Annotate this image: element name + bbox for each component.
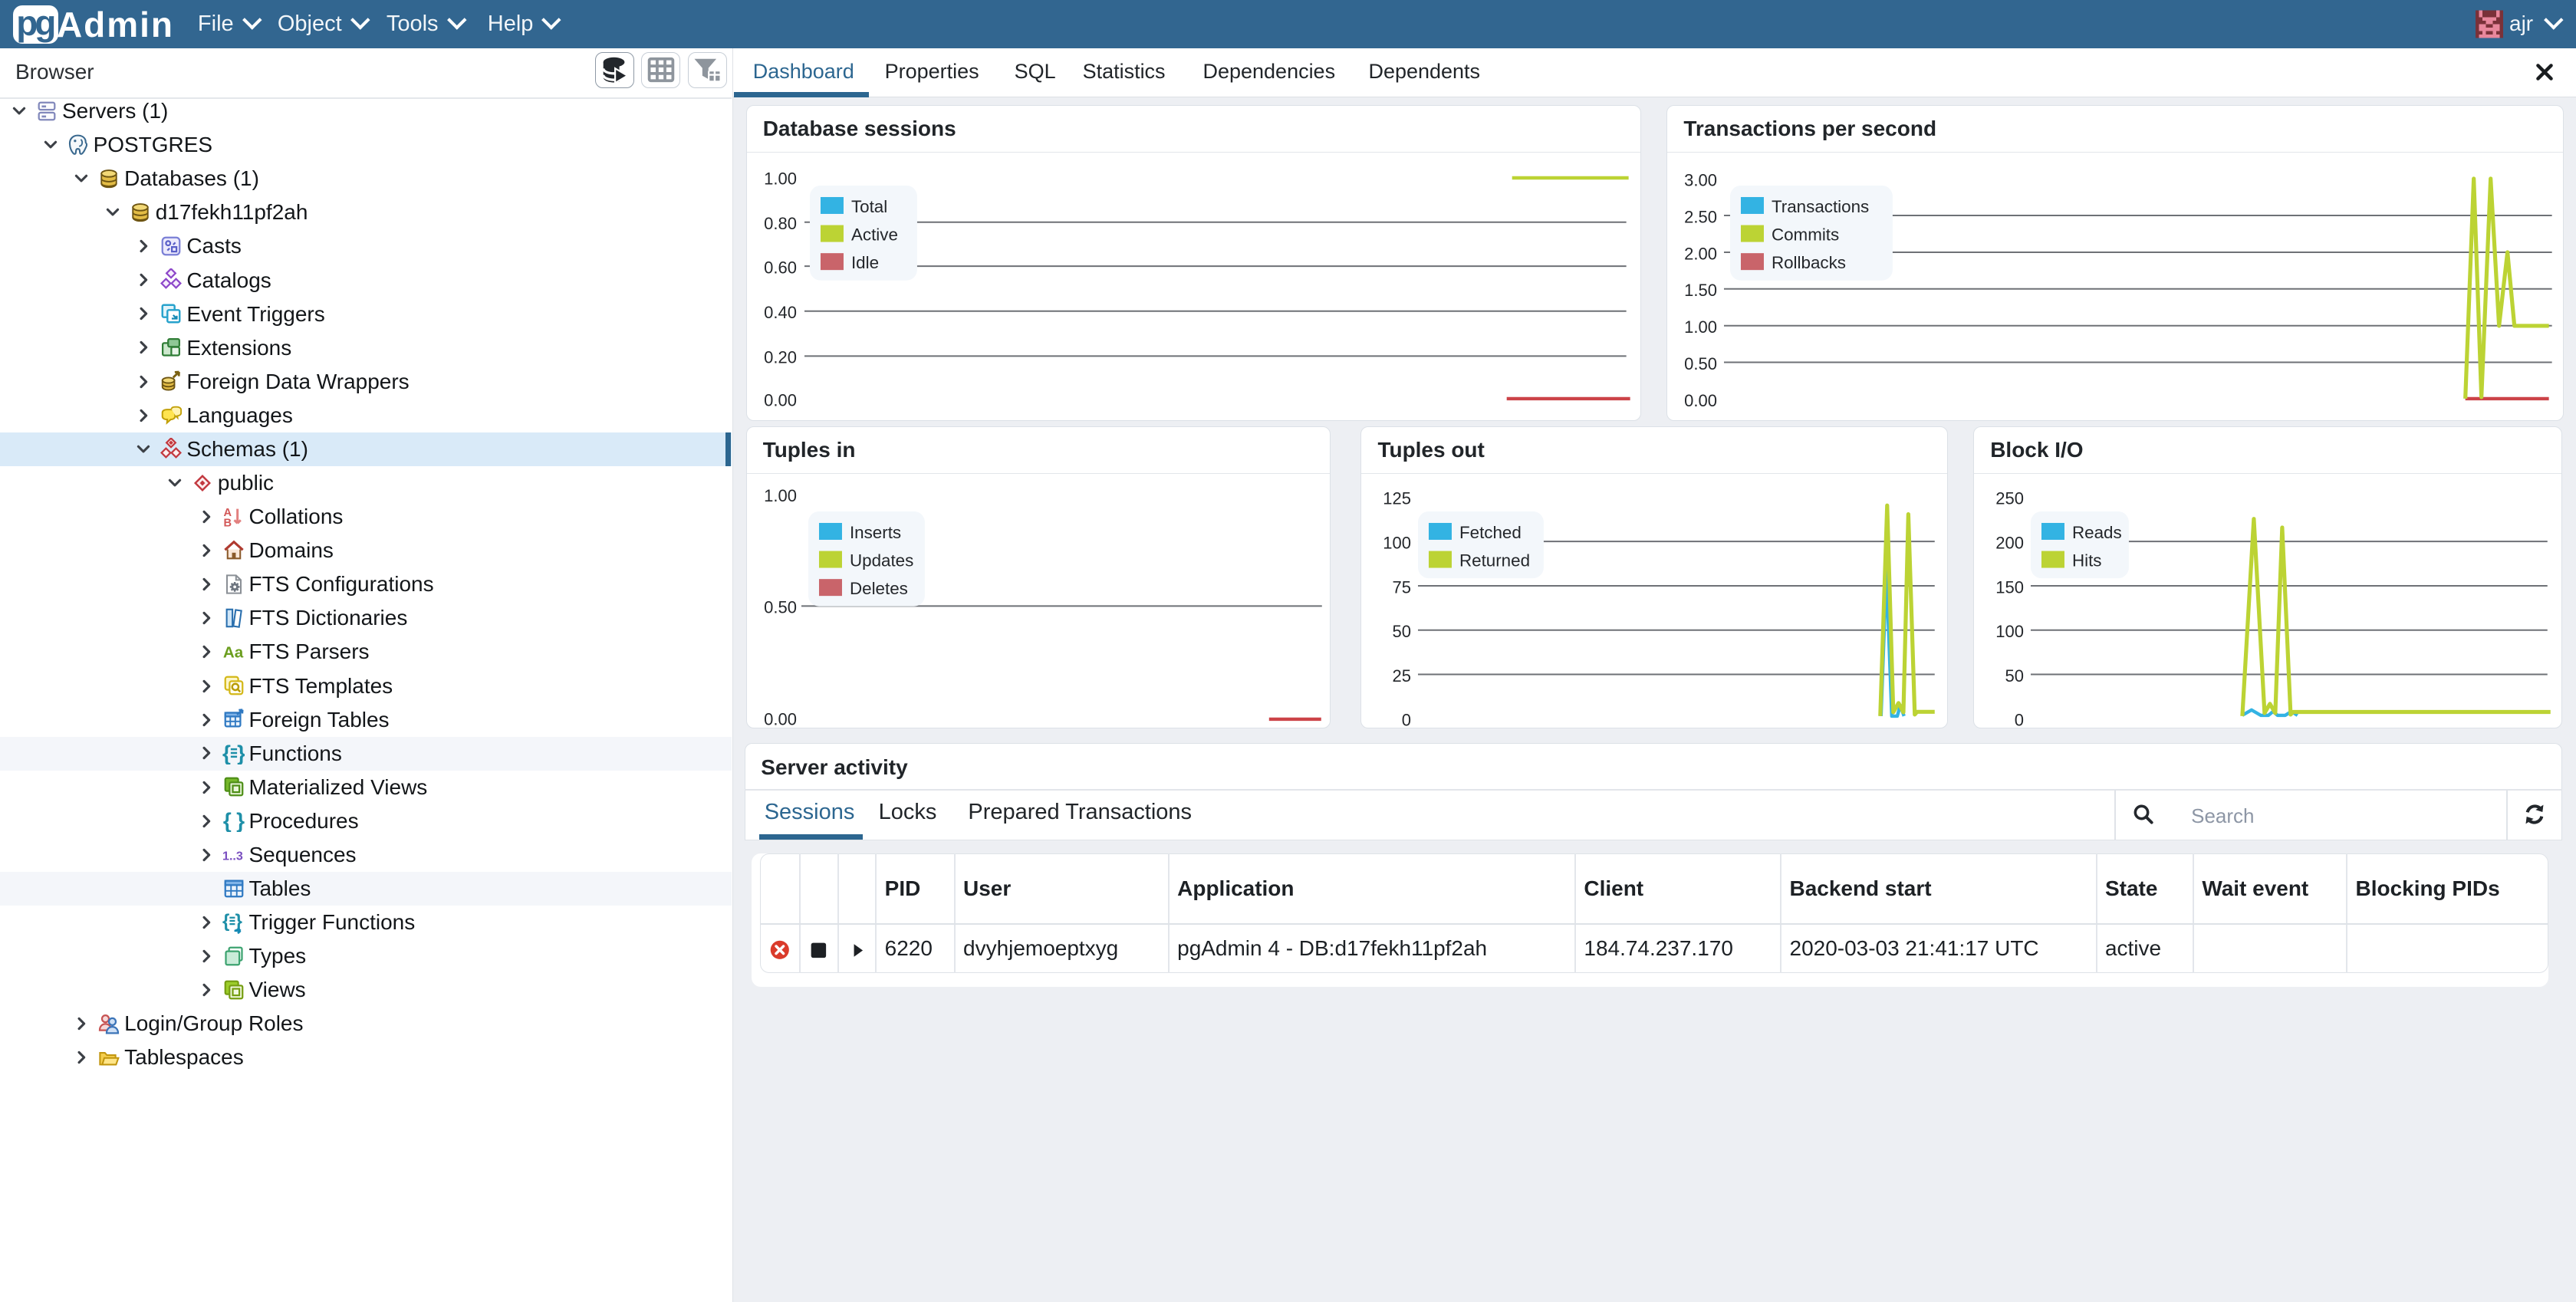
svg-text:1.00: 1.00 [764, 169, 797, 188]
svg-text:100: 100 [1996, 622, 2025, 641]
svg-text:Returned: Returned [1459, 551, 1530, 570]
svg-text:0.80: 0.80 [764, 214, 797, 233]
svg-text:Transactions: Transactions [1772, 197, 1869, 216]
svg-text:250: 250 [1996, 488, 2025, 508]
svg-text:Hits: Hits [2072, 551, 2102, 570]
svg-text:Fetched: Fetched [1459, 523, 1522, 542]
svg-text:Deletes: Deletes [850, 579, 908, 598]
svg-text:Updates: Updates [850, 551, 913, 570]
svg-text:0.50: 0.50 [764, 598, 797, 617]
svg-text:75: 75 [1393, 577, 1411, 597]
svg-text:1.00: 1.00 [764, 486, 797, 505]
svg-text:Reads: Reads [2072, 523, 2122, 542]
svg-text:Idle: Idle [851, 253, 879, 272]
svg-text:Rollbacks: Rollbacks [1772, 253, 1846, 272]
svg-text:125: 125 [1383, 488, 1412, 508]
svg-text:200: 200 [1996, 533, 2025, 552]
svg-text:1.00: 1.00 [1685, 317, 1718, 337]
svg-text:0.40: 0.40 [764, 303, 797, 322]
svg-text:150: 150 [1996, 577, 2025, 597]
svg-text:0.20: 0.20 [764, 348, 797, 367]
svg-text:0.00: 0.00 [764, 709, 797, 728]
svg-text:0.00: 0.00 [764, 391, 797, 410]
svg-text:0.00: 0.00 [1685, 391, 1718, 410]
svg-text:2.00: 2.00 [1685, 244, 1718, 263]
svg-text:25: 25 [1393, 666, 1411, 686]
svg-text:0.60: 0.60 [764, 258, 797, 277]
svg-text:0: 0 [2015, 710, 2024, 728]
svg-text:1.50: 1.50 [1685, 281, 1718, 300]
svg-text:Commits: Commits [1772, 225, 1839, 244]
svg-text:Inserts: Inserts [850, 523, 901, 542]
svg-text:Active: Active [851, 225, 898, 244]
svg-text:Total: Total [851, 197, 887, 216]
svg-text:100: 100 [1383, 533, 1412, 552]
svg-text:3.00: 3.00 [1685, 170, 1718, 189]
svg-text:0: 0 [1402, 710, 1411, 728]
svg-text:2.50: 2.50 [1685, 207, 1718, 226]
svg-text:0.50: 0.50 [1685, 354, 1718, 373]
svg-text:50: 50 [1393, 622, 1411, 641]
svg-text:50: 50 [2005, 666, 2024, 686]
